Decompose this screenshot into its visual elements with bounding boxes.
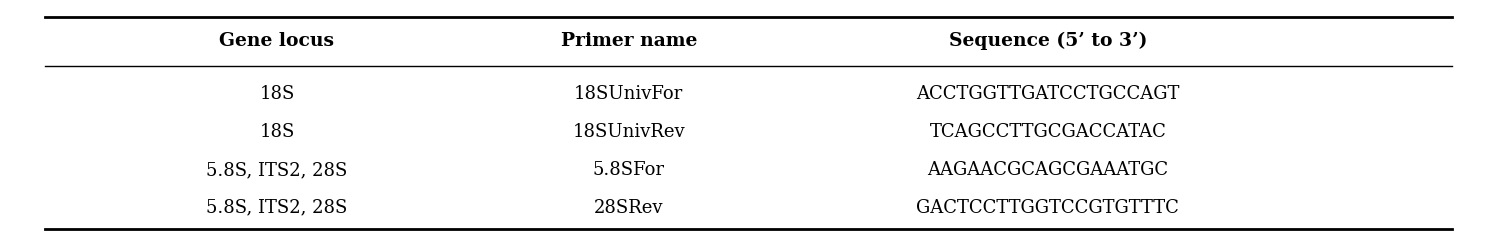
Text: 18SUnivRev: 18SUnivRev <box>572 123 686 141</box>
Text: Sequence (5’ to 3’): Sequence (5’ to 3’) <box>949 32 1147 51</box>
Text: 5.8SFor: 5.8SFor <box>593 161 665 179</box>
Text: 5.8S, ITS2, 28S: 5.8S, ITS2, 28S <box>207 161 347 179</box>
Text: 18SUnivFor: 18SUnivFor <box>575 85 683 103</box>
Text: GACTCCTTGGTCCGTGTTTC: GACTCCTTGGTCCGTGTTTC <box>916 199 1180 217</box>
Text: 28SRev: 28SRev <box>594 199 663 217</box>
Text: AAGAACGCAGCGAAATGC: AAGAACGCAGCGAAATGC <box>927 161 1169 179</box>
Text: 18S: 18S <box>259 123 295 141</box>
Text: 18S: 18S <box>259 85 295 103</box>
Text: TCAGCCTTGCGACCATAC: TCAGCCTTGCGACCATAC <box>930 123 1166 141</box>
Text: 5.8S, ITS2, 28S: 5.8S, ITS2, 28S <box>207 199 347 217</box>
Text: ACCTGGTTGATCCTGCCAGT: ACCTGGTTGATCCTGCCAGT <box>916 85 1180 103</box>
Text: Primer name: Primer name <box>560 32 698 50</box>
Text: Gene locus: Gene locus <box>220 32 334 50</box>
